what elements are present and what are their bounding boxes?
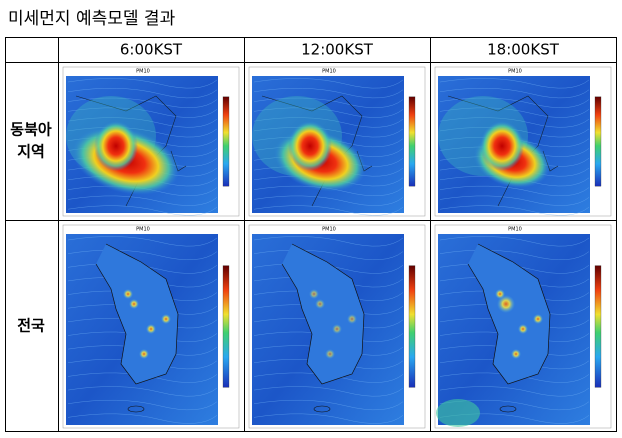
wind-streak <box>67 107 218 118</box>
map-image: PM10 <box>62 66 240 217</box>
wind-streak <box>67 372 218 383</box>
wind-streak <box>253 117 404 128</box>
color-bar <box>594 96 602 187</box>
column-header: 18:00KST <box>487 41 560 59</box>
pollution-spot <box>161 314 171 324</box>
wind-streak <box>253 249 404 261</box>
wind-streak <box>253 97 404 108</box>
island <box>499 405 517 413</box>
wind-streak <box>253 399 404 411</box>
map-label: PM10 <box>508 69 522 75</box>
pollution-spot <box>332 324 342 334</box>
wind-streak <box>253 185 404 197</box>
document-title: 미세먼지 예측모델 결과 <box>8 9 176 29</box>
map-image: PM10 <box>434 66 612 217</box>
wind-streak <box>253 107 404 118</box>
column-header: 12:00KST <box>301 41 374 59</box>
island <box>127 405 145 413</box>
wind-streak <box>253 88 404 99</box>
coastline <box>281 243 365 385</box>
wind-streak <box>67 205 218 216</box>
wind-streak <box>67 249 218 261</box>
map-image: PM10 <box>248 66 426 217</box>
pollution-spot <box>325 349 335 359</box>
map-image: PM10 <box>434 224 612 429</box>
pollution-spot <box>495 289 505 299</box>
map-label: PM10 <box>322 227 336 233</box>
pollution-spot <box>347 314 357 324</box>
map-image: PM10 <box>248 224 426 429</box>
wind-streak <box>67 78 218 89</box>
wind-streak <box>439 127 590 138</box>
wind-streak <box>67 195 218 206</box>
wind-streak <box>439 205 590 216</box>
pollution-spot <box>129 299 139 309</box>
plume <box>288 121 332 171</box>
plume <box>94 121 138 171</box>
wind-streak <box>253 195 404 206</box>
color-bar <box>594 265 602 388</box>
wind-streak <box>67 386 218 397</box>
row-label: 동북아 <box>10 121 52 139</box>
wind-streak <box>253 205 404 216</box>
wind-streak <box>67 117 218 128</box>
map-label: PM10 <box>136 69 150 75</box>
wind-streak <box>67 263 218 274</box>
wind-streak <box>67 97 218 108</box>
color-bar <box>222 265 230 388</box>
map-label: PM10 <box>508 227 522 233</box>
wind-streak <box>67 127 218 138</box>
row-label: 전국 <box>17 317 45 335</box>
wind-streak <box>439 107 590 118</box>
pollution-spot <box>139 349 149 359</box>
pollution-spot <box>533 314 543 324</box>
wind-streak <box>439 386 590 397</box>
pollution-spot <box>123 289 133 299</box>
island <box>313 405 331 413</box>
color-bar <box>408 96 416 187</box>
wind-streak <box>439 117 590 128</box>
wind-streak <box>439 88 590 99</box>
wind-streak <box>439 97 590 108</box>
wind-streak <box>253 78 404 89</box>
wind-streak <box>253 386 404 397</box>
plume <box>480 121 524 171</box>
color-bar <box>222 96 230 187</box>
coastline <box>95 243 179 385</box>
wind-streak <box>439 185 590 197</box>
wind-streak <box>253 263 404 274</box>
wind-streak <box>439 195 590 206</box>
map-label: PM10 <box>136 227 150 233</box>
wind-streak <box>439 236 590 247</box>
wind-streak <box>253 236 404 247</box>
wind-streak <box>439 78 590 89</box>
color-bar <box>408 265 416 388</box>
wind-streak <box>253 413 404 424</box>
coastline <box>467 243 551 385</box>
wind-streak <box>439 263 590 274</box>
pollution-spot <box>511 349 521 359</box>
wind-streak <box>67 399 218 411</box>
wind-streak <box>253 372 404 383</box>
pollution-spot <box>309 289 319 299</box>
pollution-spot <box>146 324 156 334</box>
wind-streak <box>67 413 218 424</box>
map-label: PM10 <box>322 69 336 75</box>
pollution-spot <box>518 324 528 334</box>
wind-streak <box>67 88 218 99</box>
wind-streak <box>439 372 590 383</box>
table-border <box>5 37 617 432</box>
row-label: 지역 <box>17 143 45 161</box>
pollution-spot <box>315 299 325 309</box>
haze <box>436 399 480 427</box>
column-header: 6:00KST <box>120 41 183 59</box>
wind-streak <box>67 236 218 247</box>
wind-streak <box>253 127 404 138</box>
pollution-spot <box>497 295 515 313</box>
map-image: PM10 <box>62 224 240 429</box>
wind-streak <box>439 249 590 261</box>
